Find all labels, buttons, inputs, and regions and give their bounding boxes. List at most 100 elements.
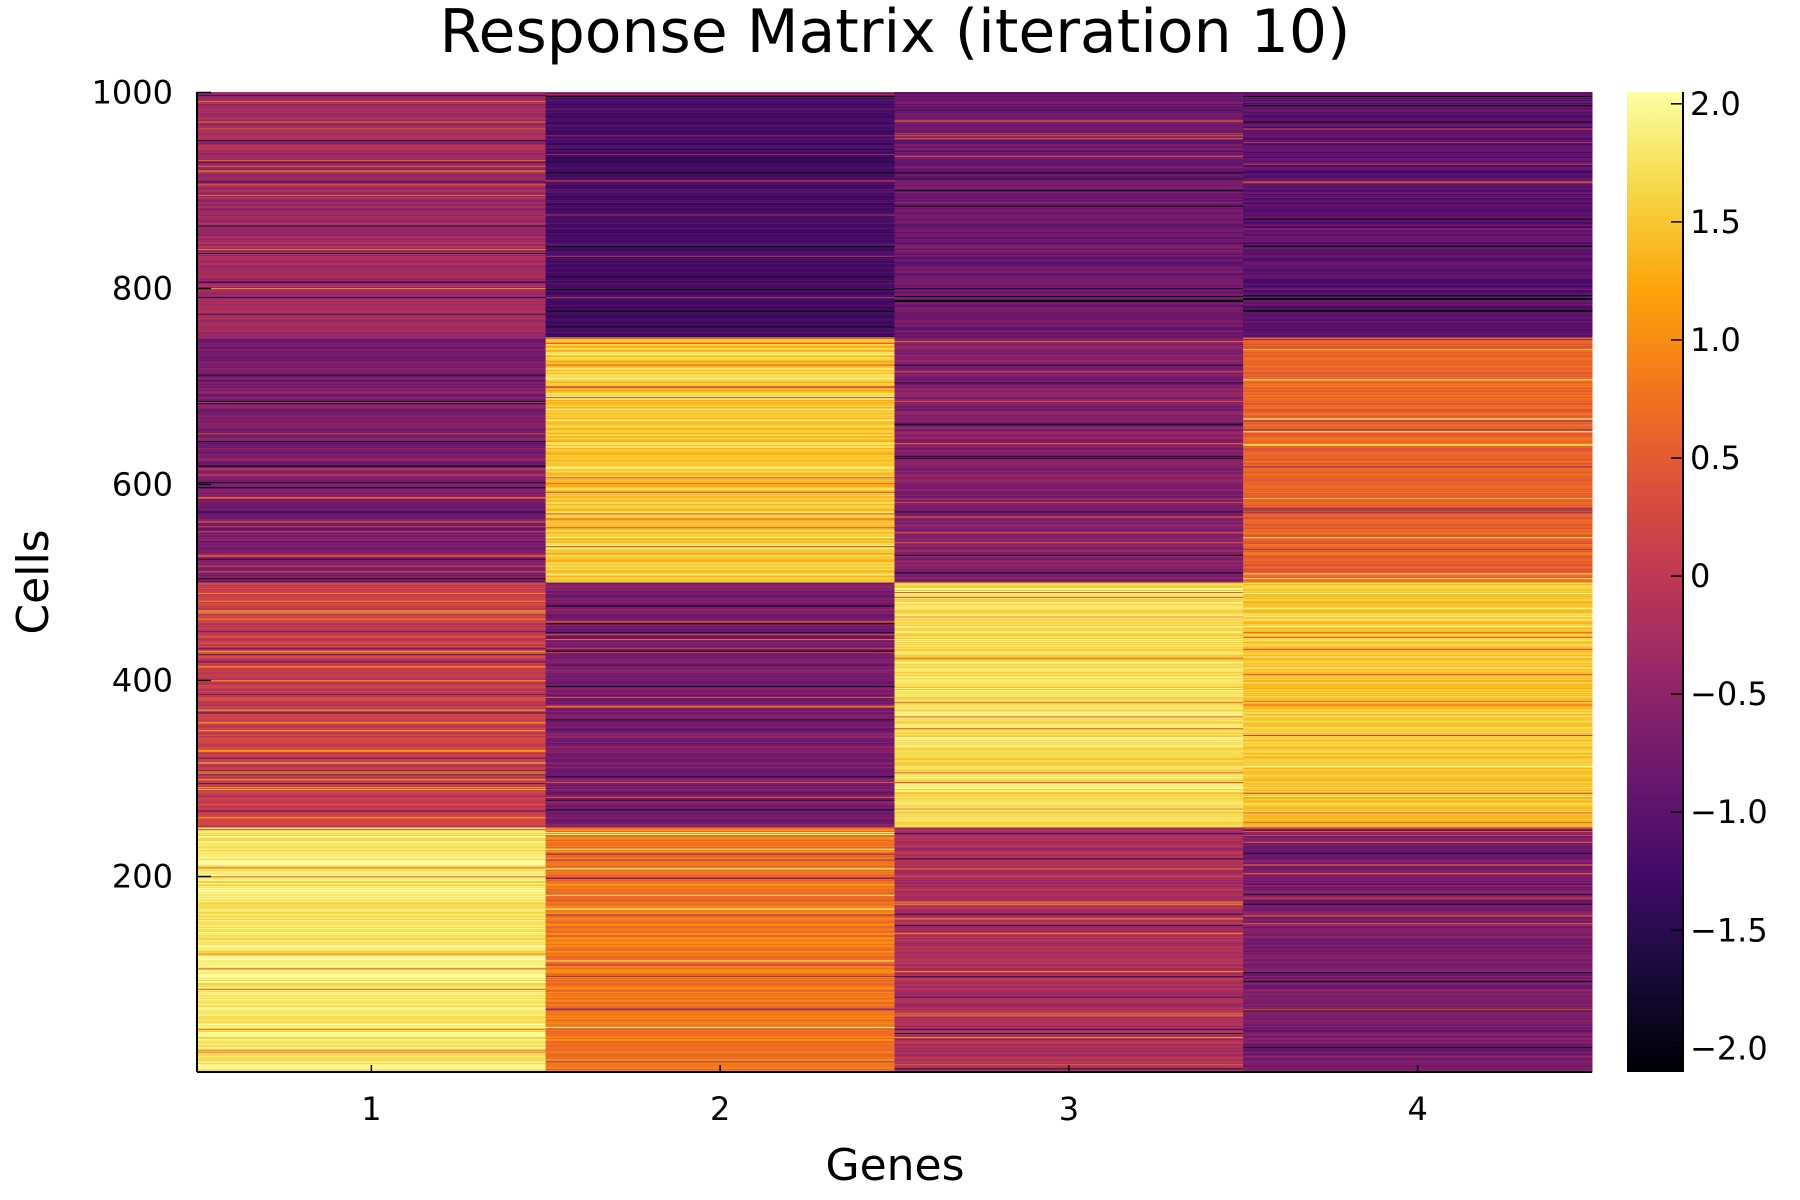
heatmap-cell: [894, 790, 1244, 792]
heatmap-cell: [197, 949, 547, 951]
heatmap-cell: [1243, 1002, 1593, 1004]
heatmap-cell: [1243, 533, 1593, 536]
colorbar-tick-label: 0: [1690, 557, 1710, 595]
heatmap-cell: [197, 189, 547, 191]
heatmap-cell: [545, 501, 895, 503]
heatmap-block-gene-2-cells-251-500: [545, 582, 895, 828]
heatmap-cell: [894, 150, 1244, 152]
heatmap-cell: [197, 886, 547, 888]
heatmap-cell: [1243, 335, 1593, 337]
heatmap-cell: [197, 659, 547, 661]
heatmap-cell: [545, 1006, 895, 1008]
heatmap-cell: [894, 302, 1244, 304]
heatmap-cell: [545, 343, 895, 346]
heatmap-cell: [545, 560, 895, 562]
heatmap-cell: [894, 787, 1244, 789]
heatmap-cell: [894, 965, 1244, 967]
heatmap-cell: [894, 696, 1244, 698]
heatmap-cell: [894, 987, 1244, 989]
heatmap-cell: [197, 557, 547, 559]
heatmap-cell: [545, 418, 895, 420]
heatmap-cell: [197, 154, 547, 156]
heatmap-cell: [197, 287, 547, 289]
heatmap-cell: [197, 203, 547, 205]
heatmap-cell: [1243, 185, 1593, 187]
heatmap-cell: [1243, 313, 1593, 315]
heatmap-cell: [1243, 551, 1593, 553]
heatmap-cell: [197, 1024, 547, 1027]
heatmap-cell: [197, 279, 547, 281]
heatmap-cell: [1243, 174, 1593, 176]
heatmap-cell: [545, 495, 895, 497]
heatmap-cell: [894, 765, 1244, 767]
heatmap-cell: [197, 797, 547, 799]
heatmap-cell: [545, 1023, 895, 1026]
heatmap-cell: [1243, 195, 1593, 198]
heatmap-cell: [545, 772, 895, 774]
heatmap-cell: [894, 994, 1244, 996]
heatmap-cell: [545, 464, 895, 466]
heatmap-cell: [1243, 461, 1593, 463]
heatmap-cell: [545, 1031, 895, 1033]
heatmap-cell: [894, 301, 1244, 303]
heatmap-cell: [545, 582, 895, 584]
heatmap-cell: [197, 227, 547, 229]
heatmap-cell: [545, 141, 895, 144]
heatmap-cell: [1243, 92, 1593, 94]
heatmap-cell: [197, 403, 547, 405]
heatmap-cell: [197, 726, 547, 728]
heatmap-cell: [545, 809, 895, 811]
heatmap-cell: [1243, 410, 1593, 412]
heatmap-cell: [197, 381, 547, 383]
heatmap-cell: [545, 280, 895, 282]
heatmap-cell: [1243, 741, 1593, 743]
heatmap-cell: [545, 743, 895, 745]
heatmap-cell: [545, 268, 895, 270]
heatmap-cell: [545, 180, 895, 182]
heatmap-cell: [545, 309, 895, 311]
heatmap-cell: [1243, 334, 1593, 336]
heatmap-cell: [197, 436, 547, 439]
heatmap-cell: [1243, 717, 1593, 719]
heatmap-cell: [197, 617, 547, 619]
heatmap-cell: [545, 515, 895, 517]
heatmap-cell: [894, 582, 1244, 585]
heatmap-cell: [894, 146, 1244, 149]
heatmap-cell: [1243, 538, 1593, 541]
heatmap-cell: [1243, 703, 1593, 705]
heatmap-cell: [545, 726, 895, 728]
heatmap-cell: [1243, 495, 1593, 497]
heatmap-cell: [894, 593, 1244, 595]
heatmap-cell: [197, 361, 547, 363]
heatmap-cell: [545, 376, 895, 378]
heatmap-cell: [545, 876, 895, 878]
heatmap-cell: [545, 292, 895, 295]
heatmap-cell: [1243, 419, 1593, 421]
heatmap-cell: [894, 496, 1244, 498]
heatmap-cell: [1243, 407, 1593, 409]
heatmap-cell: [197, 594, 547, 596]
heatmap-cell: [545, 663, 895, 665]
heatmap-cell: [545, 497, 895, 499]
heatmap-cell: [545, 888, 895, 890]
heatmap-cell: [197, 912, 547, 914]
heatmap-cell: [1243, 805, 1593, 807]
heatmap-cell: [545, 99, 895, 101]
heatmap-cell: [197, 888, 547, 890]
heatmap-cell: [1243, 996, 1593, 998]
heatmap-cell: [197, 853, 547, 855]
heatmap-cell: [545, 738, 895, 740]
heatmap-cell: [545, 631, 895, 633]
heatmap-cell: [1243, 663, 1593, 665]
heatmap-cell: [1243, 602, 1593, 604]
heatmap-cell: [197, 373, 547, 375]
heatmap-cell: [545, 513, 895, 515]
heatmap-cell: [894, 204, 1244, 206]
heatmap-cell: [545, 584, 895, 587]
heatmap-cell: [197, 990, 547, 992]
heatmap-cell: [197, 1003, 547, 1005]
heatmap-cell: [197, 347, 547, 349]
heatmap-cell: [545, 603, 895, 605]
heatmap-cell: [894, 433, 1244, 435]
heatmap-cell: [894, 141, 1244, 144]
